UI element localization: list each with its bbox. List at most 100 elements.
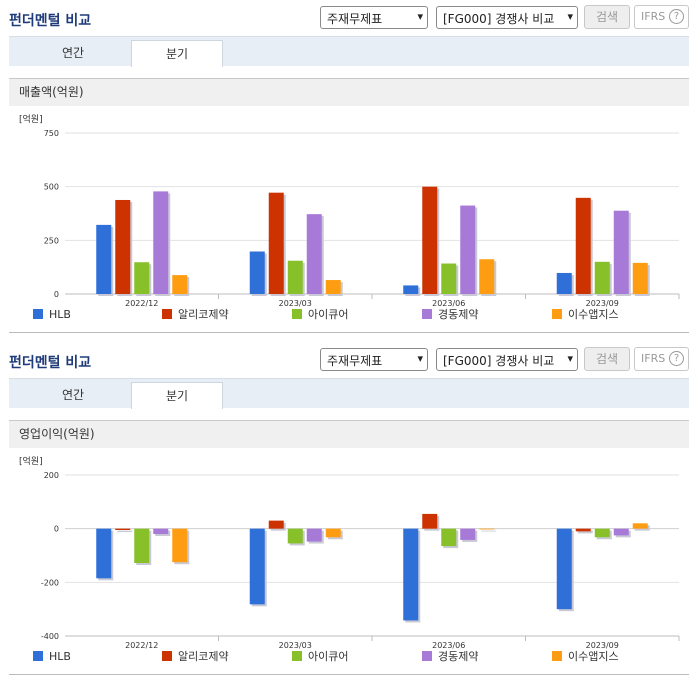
tab-annual[interactable]: 연간	[61, 46, 85, 60]
bar[interactable]	[575, 197, 591, 294]
bar[interactable]	[556, 528, 572, 610]
bar[interactable]	[115, 199, 131, 294]
bar[interactable]	[441, 263, 457, 294]
bar-shadow	[117, 530, 133, 533]
y-tick-label: 500	[44, 183, 59, 192]
legend-swatch	[162, 651, 172, 661]
bar[interactable]	[134, 528, 150, 564]
legend-swatch	[292, 309, 302, 319]
panel-title: 펀더멘털 비교	[9, 13, 92, 29]
fundamental-panel-operating-income: 펀더멘털 비교 주재무제표 ▾ [FG000] 경쟁사 비교 ▾ 검색 IFRS…	[0, 342, 696, 684]
bar[interactable]	[441, 528, 457, 547]
bar[interactable]	[96, 224, 112, 294]
x-tick-label: 2023/09	[586, 299, 619, 308]
bar[interactable]	[632, 262, 648, 294]
bar[interactable]	[115, 528, 131, 531]
legend-label[interactable]: 이수앱지스	[568, 308, 619, 321]
search-button[interactable]: 검색	[584, 347, 630, 371]
y-tick-label: 750	[44, 129, 59, 138]
bar[interactable]	[613, 528, 629, 536]
bar[interactable]	[613, 210, 629, 294]
bar[interactable]	[172, 275, 188, 294]
unit-label: [억원]	[19, 113, 43, 125]
comparison-select[interactable]: [FG000] 경쟁사 비교 ▾	[436, 6, 578, 29]
period-tabs: 연간 분기	[9, 36, 689, 67]
bar[interactable]	[287, 528, 303, 544]
tab-annual[interactable]: 연간	[61, 388, 85, 402]
x-tick-label: 2022/12	[125, 641, 158, 650]
bar[interactable]	[134, 262, 150, 294]
bar[interactable]	[268, 520, 284, 529]
bar[interactable]	[172, 528, 188, 563]
legend-label[interactable]: 아이큐어	[308, 650, 348, 663]
section-title: 영업이익(억원)	[9, 420, 689, 448]
search-button[interactable]: 검색	[584, 5, 630, 29]
bar[interactable]	[632, 523, 648, 529]
tab-quarterly[interactable]: 분기	[131, 382, 223, 409]
comparison-select[interactable]: [FG000] 경쟁사 비교 ▾	[436, 348, 578, 371]
bar[interactable]	[403, 528, 419, 621]
bar[interactable]	[403, 285, 419, 294]
legend-label[interactable]: HLB	[49, 650, 71, 663]
bar[interactable]	[249, 251, 265, 294]
legend-label[interactable]: 경동제약	[438, 307, 478, 321]
divider	[9, 332, 689, 333]
legend-label[interactable]: 아이큐어	[308, 308, 348, 321]
statement-select[interactable]: 주재무제표 ▾	[320, 348, 428, 371]
bar[interactable]	[249, 528, 265, 605]
unit-label: [억원]	[19, 455, 43, 467]
bar[interactable]	[575, 528, 591, 532]
bar[interactable]	[287, 260, 303, 294]
y-tick-label: 0	[54, 525, 59, 534]
panel-title: 펀더멘털 비교	[9, 355, 92, 371]
legend-label[interactable]: 알리코제약	[178, 649, 229, 663]
bar[interactable]	[153, 191, 169, 294]
bar[interactable]	[479, 259, 495, 294]
legend-swatch	[552, 651, 562, 661]
tab-quarterly[interactable]: 분기	[131, 40, 223, 67]
chevron-down-icon: ▾	[567, 10, 573, 23]
legend-label[interactable]: 경동제약	[438, 649, 478, 663]
y-tick-label: -200	[41, 578, 59, 587]
legend-label[interactable]: HLB	[49, 308, 71, 321]
y-tick-label: 200	[44, 471, 59, 480]
revenue-bar-chart: [억원] 0 250 500 750 2022/12 2023/03 2023/06 2023/…	[19, 113, 680, 321]
operating-income-bar-chart: [억원] -400 -200 0 200 2022/12 2023/03 2023/06 202…	[19, 455, 680, 663]
bar[interactable]	[460, 528, 476, 540]
x-tick-label: 2023/03	[279, 641, 312, 650]
bar[interactable]	[422, 186, 438, 294]
ifrs-label: IFRS	[641, 352, 666, 365]
bar[interactable]	[556, 272, 572, 294]
bar[interactable]	[594, 261, 610, 294]
bar[interactable]	[325, 528, 341, 538]
bar[interactable]	[306, 214, 322, 294]
legend-swatch	[292, 651, 302, 661]
bar[interactable]	[594, 528, 610, 538]
bar[interactable]	[479, 528, 495, 530]
chevron-down-icon: ▾	[567, 352, 573, 365]
bar[interactable]	[422, 513, 438, 529]
legend-swatch	[422, 651, 432, 661]
x-tick-label: 2023/06	[432, 641, 465, 650]
bar[interactable]	[153, 528, 169, 535]
legend-label[interactable]: 알리코제약	[178, 307, 229, 321]
bar[interactable]	[460, 205, 476, 294]
ifrs-button[interactable]: IFRS ?	[634, 5, 689, 29]
comparison-select-value: [FG000] 경쟁사 비교	[443, 354, 555, 368]
bar[interactable]	[96, 528, 112, 579]
ifrs-button[interactable]: IFRS ?	[634, 347, 689, 371]
bar[interactable]	[268, 192, 284, 294]
statement-select[interactable]: 주재무제표 ▾	[320, 6, 428, 29]
x-tick-label: 2023/06	[432, 299, 465, 308]
section-title: 매출액(억원)	[9, 78, 689, 106]
legend-swatch	[162, 309, 172, 319]
statement-select-value: 주재무제표	[327, 12, 383, 26]
bar[interactable]	[306, 528, 322, 542]
legend-label[interactable]: 이수앱지스	[568, 650, 619, 663]
bar[interactable]	[325, 280, 341, 294]
y-tick-label: 250	[44, 236, 59, 245]
comparison-select-value: [FG000] 경쟁사 비교	[443, 12, 555, 26]
help-icon: ?	[669, 351, 684, 366]
statement-select-value: 주재무제표	[327, 354, 383, 368]
y-tick-label: 0	[54, 290, 59, 299]
